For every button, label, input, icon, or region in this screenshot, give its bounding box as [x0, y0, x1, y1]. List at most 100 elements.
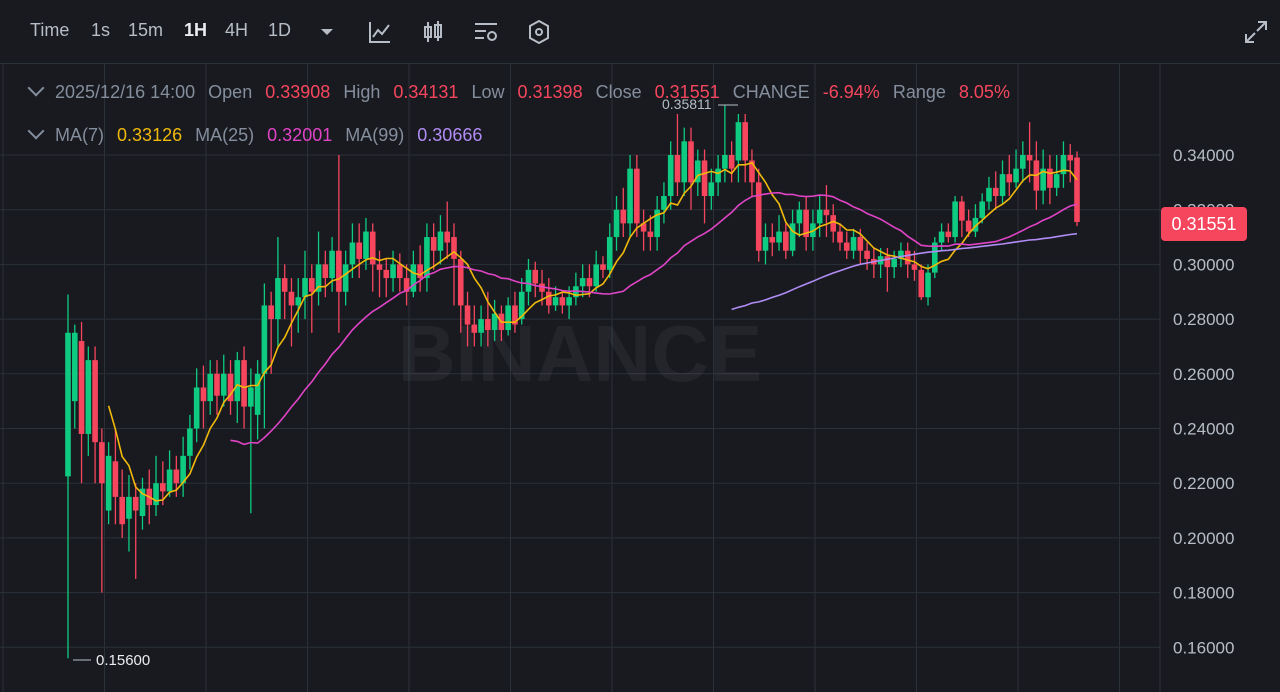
candle-body [464, 305, 471, 325]
candle-body [654, 209, 660, 238]
range-value: 8.05% [958, 82, 1010, 102]
candle-body [512, 305, 518, 325]
candle-body [369, 231, 376, 265]
y-tick-label: 0.20000 [1173, 529, 1234, 548]
candle-body [715, 168, 721, 183]
candlestick-chart[interactable]: BINANCE 0.340000.320000.300000.280000.26… [0, 64, 1280, 692]
candles [65, 105, 1080, 659]
candlestick-icon[interactable] [419, 18, 447, 46]
candle-body [938, 231, 945, 243]
candle-body [248, 387, 254, 407]
ma25-value: 0.32001 [267, 125, 333, 145]
binance-watermark: BINANCE [398, 309, 762, 398]
ma25-line [230, 191, 1078, 446]
close-value: 0.31551 [654, 82, 720, 102]
candle-body [681, 141, 688, 183]
candle-body [397, 264, 403, 279]
hexagon-settings-icon[interactable] [525, 18, 553, 46]
candle-body [857, 237, 864, 251]
price-axis: 0.340000.320000.300000.280000.260000.240… [1159, 64, 1234, 692]
chevron-down-icon[interactable] [313, 18, 341, 46]
candle-body [667, 155, 674, 197]
y-tick-label: 0.26000 [1173, 365, 1234, 384]
candle-body [322, 264, 329, 279]
candle-body [105, 455, 112, 511]
candle-body [119, 496, 125, 525]
candle-body [275, 278, 281, 320]
candle-body [918, 269, 925, 298]
close-label: Close [595, 82, 642, 102]
candle-body [268, 305, 274, 320]
candle-body [532, 269, 539, 284]
candle-body [742, 122, 748, 161]
expand-icon[interactable] [1242, 18, 1270, 46]
candle-body [864, 250, 870, 259]
low-marker-label: 0.15600 [96, 652, 150, 669]
candle-body [850, 237, 857, 251]
candle-body [931, 242, 938, 273]
current-price-tag: 0.31551 [1161, 207, 1247, 241]
candle-body [1067, 155, 1074, 161]
chevron-down-icon[interactable] [27, 122, 45, 140]
interval-4h-button[interactable]: 4H [225, 20, 249, 40]
y-tick-label: 0.22000 [1173, 474, 1234, 493]
line-chart-icon[interactable] [366, 18, 394, 46]
candle-body [281, 278, 288, 292]
candle-body [735, 122, 742, 161]
interval-15m-button[interactable]: 15m [128, 20, 164, 40]
candle-body [329, 250, 335, 279]
candle-body [444, 231, 451, 243]
candle-body [518, 291, 525, 320]
low-label: Low [471, 82, 505, 102]
candle-body [1013, 168, 1019, 183]
y-tick-label: 0.24000 [1173, 420, 1234, 439]
candle-body [1047, 168, 1053, 188]
chevron-down-icon[interactable] [27, 79, 45, 97]
candle-body [640, 223, 647, 232]
candle-body [491, 313, 498, 331]
y-tick-label: 0.16000 [1173, 638, 1234, 657]
candle-body [214, 373, 220, 396]
candle-body [823, 209, 830, 216]
candle-body [187, 428, 193, 456]
candle-body [478, 319, 484, 333]
chart-toolbar: Time 1s 15m 1H 4H 1D [0, 0, 1280, 64]
candle-body [173, 469, 180, 484]
y-tick-label: 0.30000 [1173, 255, 1234, 274]
candle-body [816, 209, 823, 224]
candle-body [959, 201, 965, 221]
ma99-label: MA(99) [345, 125, 405, 145]
candle-body [620, 209, 627, 224]
candle-body [783, 231, 789, 251]
candle-body [112, 461, 119, 497]
candle-body [600, 264, 606, 270]
candle-body [837, 231, 843, 243]
candle-body [986, 187, 992, 202]
high-value: 0.34131 [393, 82, 459, 102]
candle-body [979, 201, 985, 218]
candle-body [789, 223, 796, 251]
candle-body [485, 319, 491, 331]
ma7-value: 0.33126 [117, 125, 183, 145]
candle-body [830, 215, 837, 232]
candle-body [661, 196, 667, 210]
indicator-settings-icon[interactable] [472, 18, 500, 46]
candle-body [505, 305, 511, 331]
candle-body [925, 272, 931, 298]
candle-body [891, 258, 897, 268]
candle-body [593, 264, 600, 287]
candle-body [843, 242, 850, 251]
time-interval-button[interactable]: Time [30, 20, 70, 40]
interval-1d-button[interactable]: 1D [268, 20, 292, 40]
candle-body [254, 373, 261, 415]
interval-1s-button[interactable]: 1s [91, 20, 111, 40]
candle-body [708, 182, 715, 197]
candle-body [295, 297, 302, 306]
candle-body [999, 174, 1006, 197]
candle-body [261, 305, 268, 374]
candle-body [227, 373, 234, 402]
candle-body [342, 264, 349, 292]
candle-body [85, 360, 92, 434]
interval-1h-button[interactable]: 1H [184, 20, 208, 40]
candle-body [437, 231, 444, 251]
